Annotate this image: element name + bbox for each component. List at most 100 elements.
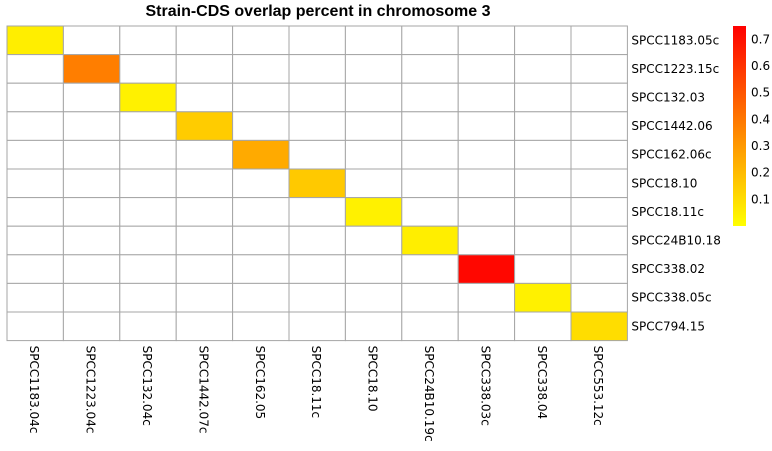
heatmap-cell: [401, 111, 459, 141]
chart-title: Strain-CDS overlap percent in chromosome…: [146, 3, 491, 20]
heatmap-cell: [457, 54, 516, 84]
heatmap-cell: [119, 25, 177, 56]
heatmap-cell: [457, 139, 516, 170]
heatmap-cell: [232, 254, 290, 284]
column-label: SPCC1442.07c: [196, 346, 210, 434]
heatmap-cell: [288, 282, 346, 313]
heatmap-cell: [288, 254, 346, 284]
heatmap-cell: [288, 54, 346, 84]
heatmap-cell: [401, 197, 459, 227]
column-labels: SPCC1183.04c SPCC1223.04c SPCC132.04c SPCC1…: [27, 346, 605, 442]
heatmap-cell: [570, 139, 628, 170]
row-label: SPCC1183.05c: [631, 33, 719, 47]
heatmap-cell: [232, 282, 290, 313]
heatmap-cell: [62, 82, 121, 113]
heatmap-cell: [401, 254, 459, 284]
heatmap-cell: [457, 282, 516, 313]
heatmap-cell: [6, 54, 64, 84]
heatmap-cell: [6, 139, 64, 170]
heatmap-cell: [6, 111, 64, 141]
heatmap-cell: [570, 311, 628, 342]
heatmap-cell: [6, 82, 64, 113]
heatmap-cell: [344, 282, 403, 313]
heatmap-cell: [570, 111, 628, 141]
column-label: SPCC338.04: [535, 346, 549, 420]
heatmap-cell: [288, 225, 346, 256]
heatmap-cell: [62, 54, 121, 84]
heatmap-cell: [62, 111, 121, 141]
heatmap-cell: [457, 25, 516, 56]
row-label: SPCC18.10: [631, 176, 697, 190]
legend-tick-label: 0.7: [751, 32, 770, 46]
heatmap-cell: [344, 197, 403, 227]
row-label: SPCC794.15: [631, 319, 705, 333]
heatmap-cell: [232, 168, 290, 199]
column-label: SPCC162.05: [253, 346, 267, 420]
legend-tick-label: 0.3: [751, 139, 770, 153]
heatmap-cell: [119, 311, 177, 342]
heatmap-cell: [62, 197, 121, 227]
heatmap-cell: [457, 311, 516, 342]
heatmap-cell: [570, 254, 628, 284]
heatmap-cell: [514, 111, 572, 141]
heatmap-cell: [401, 25, 459, 56]
heatmap-cell: [6, 311, 64, 342]
heatmap-cell: [344, 25, 403, 56]
heatmap-cell: [570, 225, 628, 256]
heatmap-cell: [175, 311, 234, 342]
heatmap-cell: [570, 54, 628, 84]
column-label: SPCC18.10: [366, 346, 380, 412]
heatmap-cell: [6, 168, 64, 199]
heatmap-cell: [514, 25, 572, 56]
heatmap-cell: [232, 54, 290, 84]
heatmap-cell: [175, 25, 234, 56]
legend-tick-label: 0.4: [751, 112, 770, 126]
heatmap-cell: [514, 139, 572, 170]
color-legend: 0.1 0.2 0.3 0.4 0.5 0.6 0.7: [733, 26, 770, 226]
row-labels: SPCC1183.05c SPCC1223.15c SPCC132.03 SPCC14…: [631, 33, 720, 333]
heatmap-cell: [119, 254, 177, 284]
heatmap-cell: [457, 168, 516, 199]
heatmap-cell: [119, 54, 177, 84]
heatmap-cell: [232, 139, 290, 170]
heatmap-cell: [175, 111, 234, 141]
heatmap-cell: [514, 197, 572, 227]
heatmap-cell: [175, 139, 234, 170]
heatmap-cell: [288, 168, 346, 199]
row-label: SPCC338.05c: [631, 291, 711, 305]
column-label: SPCC24B10.19c: [422, 346, 436, 442]
heatmap-cell: [119, 111, 177, 141]
heatmap-cell: [401, 82, 459, 113]
heatmap-cell: [232, 111, 290, 141]
legend-tick-label: 0.5: [751, 86, 770, 100]
heatmap-cell: [344, 168, 403, 199]
heatmap-cell: [6, 25, 64, 56]
heatmap-cell: [62, 311, 121, 342]
heatmap-cell: [6, 282, 64, 313]
heatmap-cell: [232, 311, 290, 342]
heatmap-cell: [119, 139, 177, 170]
heatmap-cell: [119, 82, 177, 113]
heatmap-cell: [401, 168, 459, 199]
heatmap-cell: [344, 254, 403, 284]
heatmap-cell: [514, 82, 572, 113]
heatmap-cell: [62, 25, 121, 56]
row-label: SPCC18.11c: [631, 205, 704, 219]
heatmap-cell: [457, 254, 516, 284]
heatmap-cell: [232, 197, 290, 227]
heatmap-cell: [344, 54, 403, 84]
heatmap-cell: [570, 282, 628, 313]
heatmap-cell: [570, 25, 628, 56]
heatmap-cell: [570, 82, 628, 113]
heatmap-cell: [232, 225, 290, 256]
heatmap-cell: [570, 168, 628, 199]
heatmap-cell: [62, 225, 121, 256]
heatmap-cell: [288, 25, 346, 56]
heatmap-cell: [457, 111, 516, 141]
row-label: SPCC338.02: [631, 262, 705, 276]
heatmap-cell: [6, 254, 64, 284]
heatmap-cell: [288, 197, 346, 227]
heatmap-cell: [401, 311, 459, 342]
column-label: SPCC132.04c: [140, 346, 154, 426]
